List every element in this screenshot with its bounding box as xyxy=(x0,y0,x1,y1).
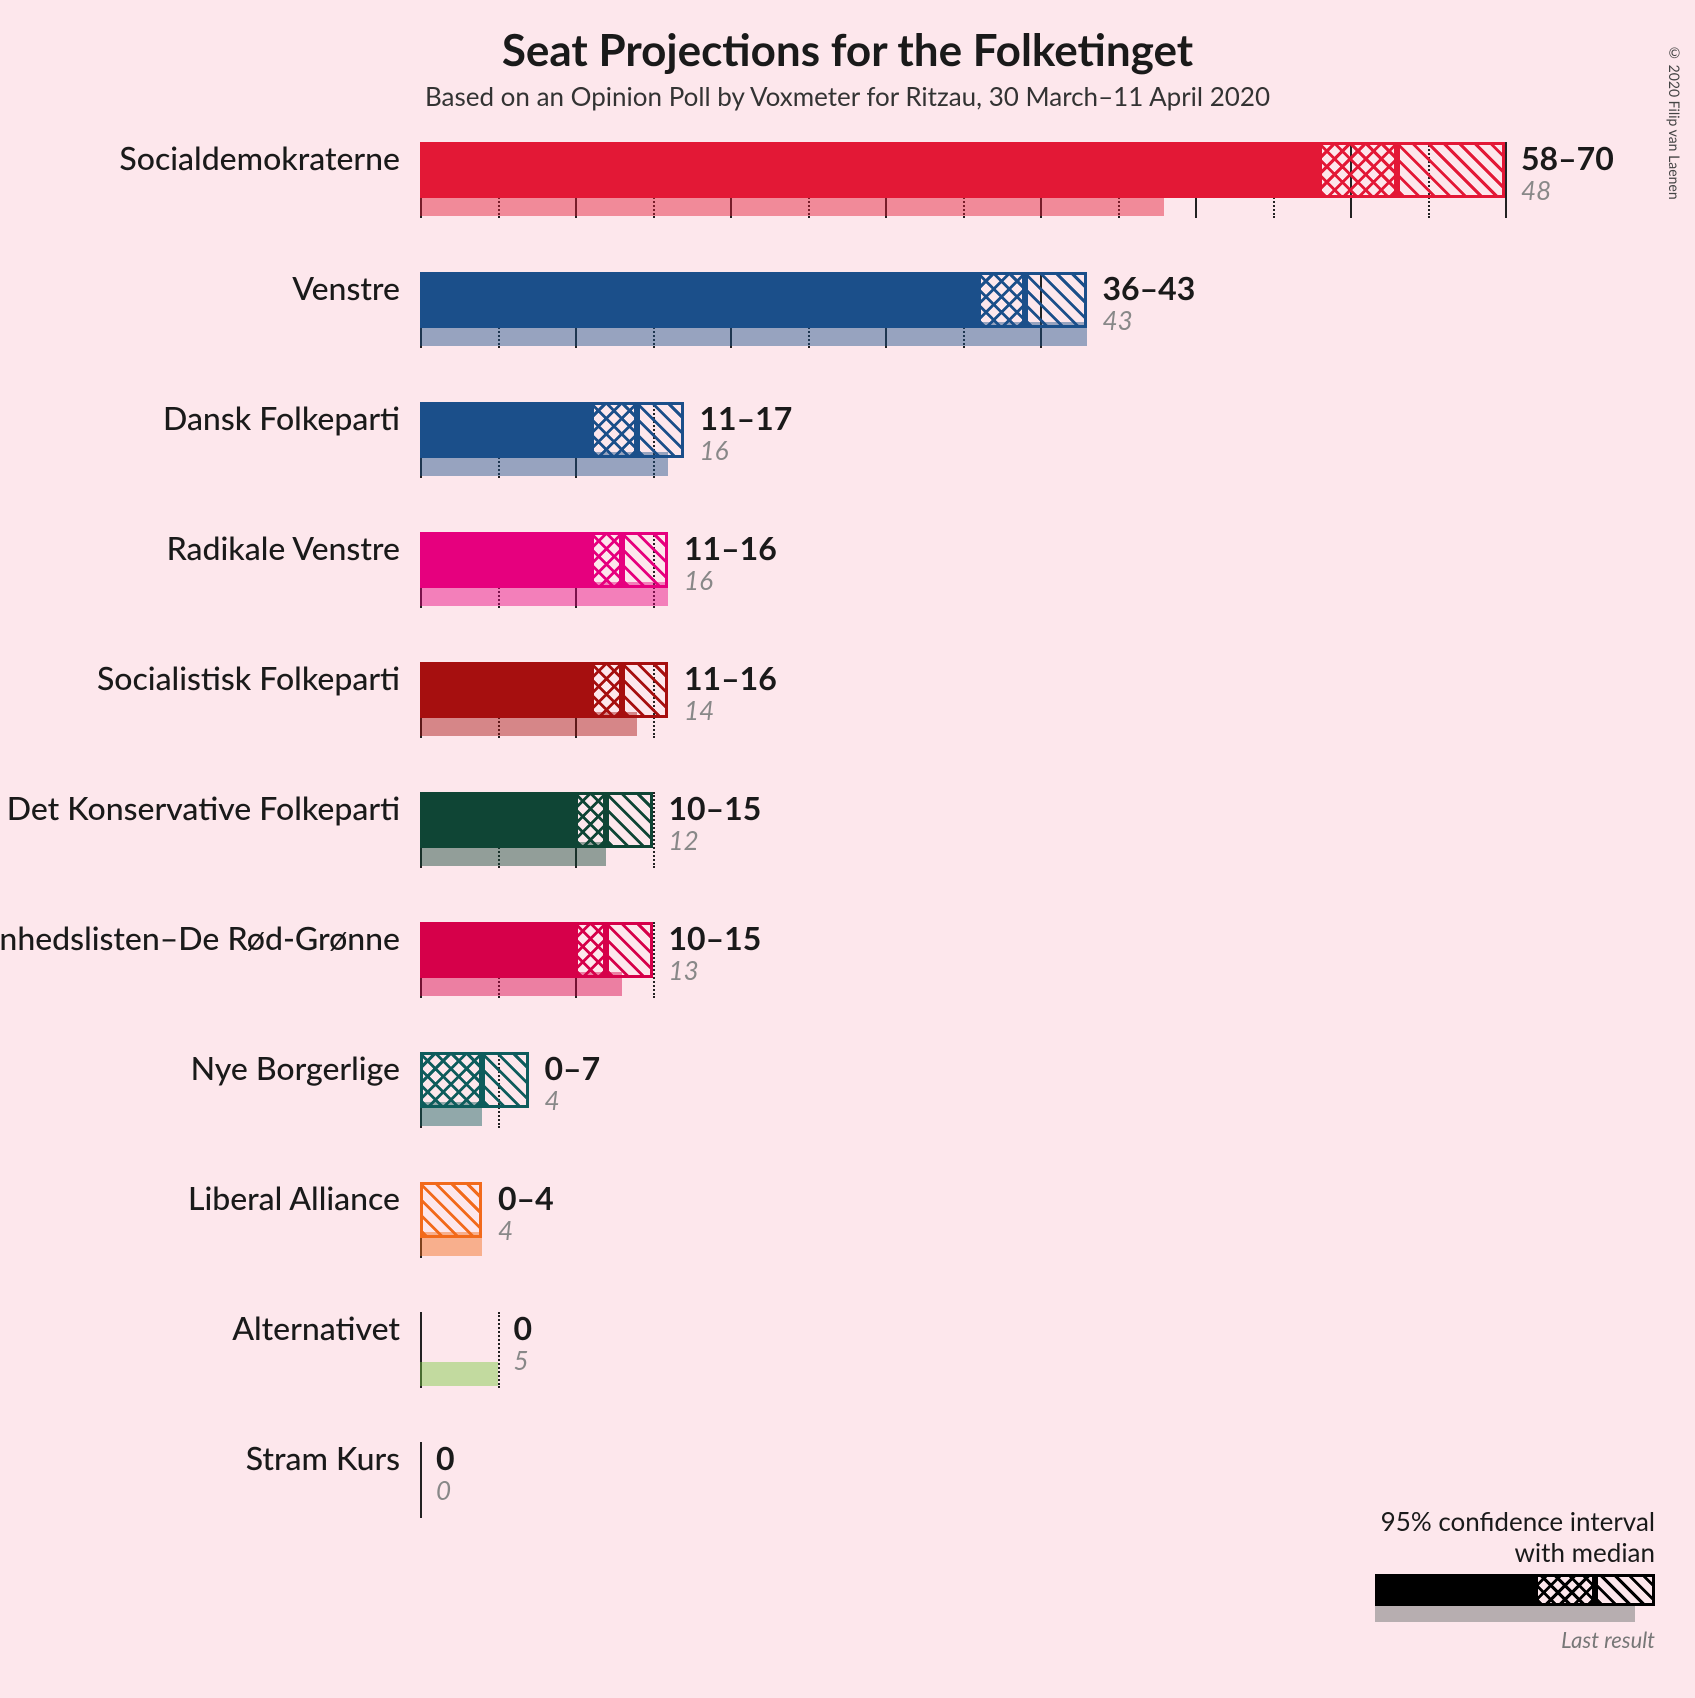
last-result-value: 43 xyxy=(1103,304,1133,336)
legend-hatch-bar xyxy=(1595,1574,1655,1606)
bar-median-to-high xyxy=(482,1052,529,1108)
bar-low xyxy=(420,402,591,458)
last-result-bar xyxy=(420,1362,498,1386)
bar-median-to-high xyxy=(1397,142,1506,198)
last-result-value: 13 xyxy=(669,954,699,986)
seat-range-value: 10–15 xyxy=(669,918,762,957)
legend: 95% confidence interval with median Last… xyxy=(1375,1506,1655,1653)
seat-range-value: 10–15 xyxy=(669,788,762,827)
party-label: Dansk Folkeparti xyxy=(163,398,400,437)
bar-median-to-high xyxy=(637,402,684,458)
bar-median-to-high xyxy=(606,922,653,978)
legend-cross-bar xyxy=(1535,1574,1595,1606)
party-row: Radikale Venstre11–1616 xyxy=(420,532,1640,622)
party-label: Stram Kurs xyxy=(246,1438,400,1477)
last-result-value: 48 xyxy=(1521,174,1551,206)
copyright-notice: © 2020 Filip van Laenen xyxy=(1666,44,1683,200)
party-label: Liberal Alliance xyxy=(188,1178,400,1217)
bar-low-to-median xyxy=(591,662,622,718)
bar-median-to-high xyxy=(606,792,653,848)
seat-range-value: 0–4 xyxy=(498,1178,554,1217)
party-label: Radikale Venstre xyxy=(167,528,400,567)
gridline xyxy=(653,792,655,868)
bar-low-to-median xyxy=(591,402,638,458)
party-row: Dansk Folkeparti11–1716 xyxy=(420,402,1640,492)
party-row: Socialdemokraterne58–7048 xyxy=(420,142,1640,232)
bar-low xyxy=(420,142,1319,198)
party-row: Liberal Alliance0–44 xyxy=(420,1182,1640,1272)
bar-low xyxy=(420,662,591,718)
gridline xyxy=(420,1442,422,1518)
seat-range-value: 11–17 xyxy=(700,398,793,437)
bar-low-to-median xyxy=(1319,142,1397,198)
bar-low-to-median xyxy=(575,922,606,978)
last-result-value: 5 xyxy=(514,1344,529,1376)
seat-range-value: 0 xyxy=(436,1438,455,1477)
bar-median-to-high xyxy=(622,662,669,718)
seat-range-value: 11–16 xyxy=(684,528,777,567)
bar-median-to-high xyxy=(622,532,669,588)
party-row: Venstre36–4343 xyxy=(420,272,1640,362)
bar-low xyxy=(420,532,591,588)
seat-range-value: 58–70 xyxy=(1521,138,1614,177)
party-label: Venstre xyxy=(292,268,400,307)
seat-projection-chart: Socialdemokraterne58–7048 Venstre36–4343 D… xyxy=(420,142,1640,1582)
chart-subtitle: Based on an Opinion Poll by Voxmeter for… xyxy=(0,80,1695,112)
last-result-value: 14 xyxy=(684,694,714,726)
last-result-value: 4 xyxy=(545,1084,560,1116)
last-result-value: 16 xyxy=(684,564,713,596)
bar-low-to-median xyxy=(978,272,1025,328)
legend-solid-bar xyxy=(1375,1574,1535,1606)
party-row: Nye Borgerlige0–74 xyxy=(420,1052,1640,1142)
last-result-value: 4 xyxy=(498,1214,513,1246)
bar-low-to-median xyxy=(420,1052,482,1108)
chart-title: Seat Projections for the Folketinget xyxy=(0,24,1695,76)
bar-low xyxy=(420,272,978,328)
seat-range-value: 0 xyxy=(514,1308,533,1347)
party-label: Socialdemokraterne xyxy=(119,138,400,177)
last-result-value: 12 xyxy=(669,824,699,856)
party-label: Nye Borgerlige xyxy=(191,1048,400,1087)
gridline xyxy=(498,1312,500,1388)
legend-line-2: with median xyxy=(1515,1536,1656,1568)
legend-line-1: 95% confidence interval xyxy=(1381,1505,1655,1537)
last-result-value: 16 xyxy=(700,434,729,466)
party-label: Det Konservative Folkeparti xyxy=(7,788,400,827)
last-result-value: 0 xyxy=(436,1474,451,1506)
bar-low xyxy=(420,922,575,978)
seat-range-value: 11–16 xyxy=(684,658,777,697)
gridline xyxy=(1505,142,1507,218)
seat-range-value: 36–43 xyxy=(1103,268,1196,307)
legend-last-bar xyxy=(1375,1604,1635,1622)
bar-median-to-high xyxy=(420,1182,482,1238)
gridline xyxy=(653,922,655,998)
legend-last-label: Last result xyxy=(1375,1626,1655,1653)
party-label: Enhedslisten–De Rød-Grønne xyxy=(0,918,400,957)
party-row: Alternativet05 xyxy=(420,1312,1640,1402)
bar-low xyxy=(420,792,575,848)
party-label: Alternativet xyxy=(232,1308,400,1347)
party-row: Socialistisk Folkeparti11–1614 xyxy=(420,662,1640,752)
party-row: Det Konservative Folkeparti10–1512 xyxy=(420,792,1640,882)
bar-low-to-median xyxy=(591,532,622,588)
bar-median-to-high xyxy=(1025,272,1087,328)
party-label: Socialistisk Folkeparti xyxy=(97,658,400,697)
bar-low-to-median xyxy=(575,792,606,848)
seat-range-value: 0–7 xyxy=(545,1048,601,1087)
party-row: Enhedslisten–De Rød-Grønne10–1513 xyxy=(420,922,1640,1012)
